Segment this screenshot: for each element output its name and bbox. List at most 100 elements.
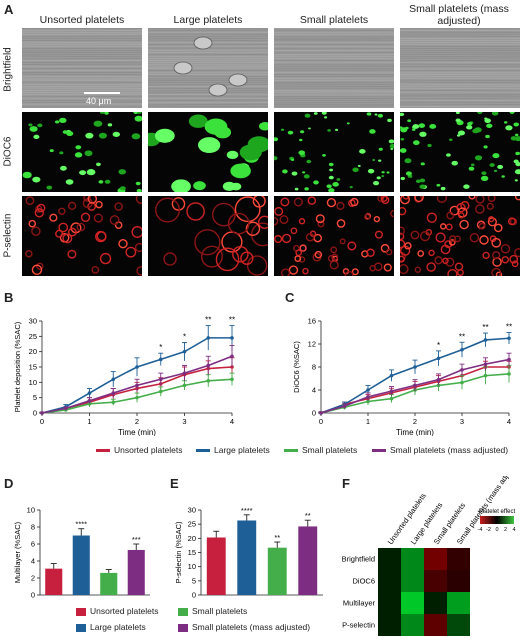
tile-ring xyxy=(302,267,309,275)
tile-blob xyxy=(513,122,520,127)
tile-blob xyxy=(366,112,372,116)
y-tick-label: 12 xyxy=(308,340,316,349)
x-tick-label: 3 xyxy=(460,417,464,426)
bar xyxy=(45,568,63,595)
tile-blob xyxy=(377,113,384,118)
heatmap-cell xyxy=(447,614,470,636)
data-point xyxy=(483,373,488,378)
tile-ring xyxy=(31,264,43,276)
tile-blob xyxy=(415,179,421,184)
tile-blob xyxy=(32,176,41,183)
bar-legend-large: Large platelets xyxy=(76,622,146,632)
tile-blob xyxy=(85,132,94,139)
tile-blob xyxy=(369,129,376,134)
col-head-unsorted: Unsorted platelets xyxy=(39,14,125,26)
tile-blob xyxy=(49,149,54,153)
heatmap-cell xyxy=(401,570,424,592)
tile-streak xyxy=(400,55,520,58)
tile-blob xyxy=(299,138,303,142)
tile-blob xyxy=(98,132,107,139)
tile-blob xyxy=(400,148,407,153)
data-point xyxy=(413,365,417,369)
tile-blob xyxy=(485,134,490,139)
tile-blob xyxy=(104,112,109,115)
tile-streak xyxy=(400,75,520,78)
micrograph-tile xyxy=(22,28,142,108)
tile-blob xyxy=(134,115,142,122)
bar-legend-small: Small platelets xyxy=(178,606,247,616)
data-point xyxy=(507,372,511,376)
legend-bars: Unsorted platelets Large platelets Small… xyxy=(0,604,340,638)
tile-ring xyxy=(298,218,306,225)
tile-ring xyxy=(25,250,33,258)
x-axis-label: Time (min) xyxy=(396,428,434,436)
tile-blob xyxy=(440,186,446,191)
data-point xyxy=(389,396,394,401)
tile-blob xyxy=(514,136,520,142)
tile-ring xyxy=(344,270,354,276)
tile-ring xyxy=(436,196,448,203)
y-tick-label: 10 xyxy=(27,506,35,515)
tile-blob xyxy=(474,155,483,161)
tile-ring xyxy=(109,215,120,226)
colorbar-tick-label: 4 xyxy=(512,527,515,533)
tile-streak xyxy=(22,73,142,76)
tile-ring xyxy=(350,197,359,207)
scale-bar xyxy=(84,92,120,94)
tile-ring xyxy=(410,230,420,240)
colorbar-tick-label: -4 xyxy=(478,527,483,533)
tile-blob xyxy=(332,182,339,187)
heatmap-cell xyxy=(378,592,401,614)
tile-streak xyxy=(148,35,268,38)
tile-ring xyxy=(36,203,46,213)
data-point xyxy=(182,349,187,354)
data-point xyxy=(507,336,511,341)
data-point xyxy=(182,371,187,375)
tile-ring xyxy=(280,268,291,276)
tile-blob xyxy=(302,171,306,174)
tile-blob xyxy=(79,170,87,176)
tile-blob xyxy=(492,153,500,159)
tile-blob xyxy=(420,162,425,166)
tile-blob xyxy=(381,171,385,174)
data-point xyxy=(342,404,347,408)
tile-blob xyxy=(468,166,475,171)
tile-blob xyxy=(303,174,310,179)
tile-ring xyxy=(290,227,298,235)
series-small-platelets-mass-adjusted- xyxy=(318,352,512,415)
y-tick-label: 25 xyxy=(188,520,196,529)
tile-ring xyxy=(479,235,489,245)
tile-ring xyxy=(474,204,485,214)
legend-swatch-mass xyxy=(372,449,386,453)
tile-blob xyxy=(193,181,206,191)
bar-legend-label-mass: Small platelets (mass adjusted) xyxy=(192,622,311,632)
tile-blob xyxy=(306,159,312,164)
tile-blob xyxy=(357,164,361,167)
y-tick-label: 5 xyxy=(192,576,196,585)
data-point xyxy=(319,411,323,415)
tile-ring xyxy=(246,255,268,276)
y-tick-label: 30 xyxy=(188,506,196,515)
y-tick-label: 4 xyxy=(312,386,316,395)
tile-ring xyxy=(83,196,91,202)
tile-blob xyxy=(137,112,142,114)
y-tick-label: 8 xyxy=(31,523,35,532)
tile-streak xyxy=(22,61,142,64)
bar xyxy=(237,520,257,595)
tile-ring xyxy=(58,207,66,216)
tile-blob xyxy=(412,128,416,131)
tile-ring xyxy=(434,256,443,265)
tile-ring xyxy=(419,231,431,242)
tile-ring xyxy=(445,257,455,267)
data-point xyxy=(389,389,394,393)
tile-ring xyxy=(469,233,480,243)
tile-ring xyxy=(491,267,502,276)
tile-blob xyxy=(501,175,505,178)
tile-blob xyxy=(466,125,473,130)
tile-blob xyxy=(59,151,64,155)
tile-ring xyxy=(99,252,112,265)
tile-ring xyxy=(67,249,77,259)
tile-ring xyxy=(274,234,283,244)
tile-blob xyxy=(329,168,333,172)
